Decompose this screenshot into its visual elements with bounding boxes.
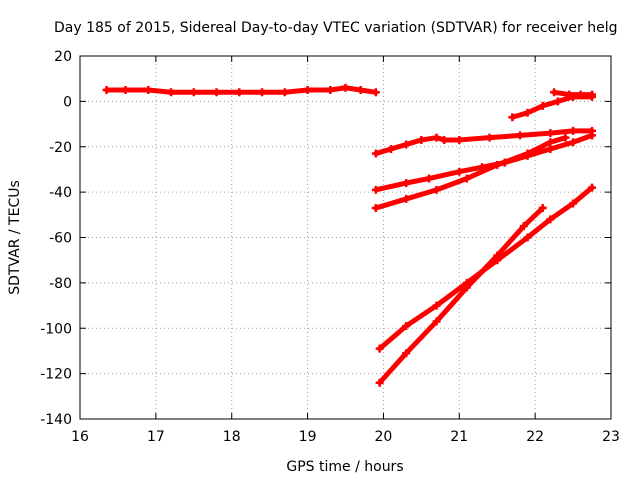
data-point — [588, 183, 597, 192]
data-point — [485, 133, 494, 142]
data-point — [432, 133, 441, 142]
data-point — [371, 149, 380, 158]
x-tick-label: 18 — [223, 429, 241, 445]
y-tick-label: -140 — [40, 412, 72, 428]
data-point — [402, 179, 411, 188]
data-point — [371, 185, 380, 194]
x-tick-label: 20 — [375, 429, 393, 445]
y-tick-label: -20 — [49, 140, 72, 156]
data-point — [462, 174, 471, 183]
data-point — [102, 86, 111, 95]
data-point — [538, 101, 547, 110]
x-tick-label: 17 — [147, 429, 165, 445]
data-point — [212, 88, 221, 97]
x-tick-label: 23 — [602, 429, 620, 445]
data-point — [493, 160, 502, 169]
data-point — [569, 138, 578, 147]
grid-layer — [80, 56, 611, 419]
data-series — [102, 83, 380, 97]
data-point — [565, 90, 574, 99]
data-point — [569, 199, 578, 208]
data-point — [519, 222, 528, 231]
data-point — [432, 317, 441, 326]
data-point — [546, 129, 555, 138]
data-point — [341, 83, 350, 92]
data-point — [235, 88, 244, 97]
y-tick-label: -100 — [40, 321, 72, 337]
data-point — [432, 185, 441, 194]
data-point — [402, 349, 411, 358]
series-layer — [102, 83, 597, 387]
series-trace — [373, 135, 568, 211]
data-point — [326, 86, 335, 95]
data-point — [493, 251, 502, 260]
data-point — [553, 97, 562, 106]
x-tick-label: 22 — [526, 429, 544, 445]
data-point — [569, 126, 578, 135]
y-tick-label: -120 — [40, 367, 72, 383]
data-point — [440, 135, 449, 144]
series-trace — [551, 89, 595, 98]
series-trace — [509, 94, 595, 120]
data-series — [375, 183, 597, 353]
data-point — [432, 301, 441, 310]
data-point — [417, 135, 426, 144]
data-point — [375, 378, 384, 387]
x-tick-label: 16 — [71, 429, 89, 445]
data-point — [508, 113, 517, 122]
x-tick-label: 21 — [450, 429, 468, 445]
data-point — [523, 233, 532, 242]
data-series — [371, 126, 597, 158]
data-point — [303, 86, 312, 95]
x-tick-label: 19 — [299, 429, 317, 445]
data-point — [167, 88, 176, 97]
data-point — [424, 174, 433, 183]
data-point — [588, 131, 597, 140]
data-point — [576, 90, 585, 99]
data-series — [371, 133, 570, 213]
plot-frame — [79, 55, 612, 420]
data-point — [538, 204, 547, 213]
data-point — [402, 321, 411, 330]
data-point — [462, 283, 471, 292]
data-point — [402, 140, 411, 149]
data-point — [550, 88, 559, 97]
data-point — [546, 215, 555, 224]
data-point — [523, 149, 532, 158]
data-point — [258, 88, 267, 97]
x-axis-title: GPS time / hours — [286, 459, 403, 475]
data-point — [523, 108, 532, 117]
data-series — [550, 88, 597, 99]
data-point — [189, 88, 198, 97]
data-point — [387, 145, 396, 154]
data-point — [546, 138, 555, 147]
data-point — [455, 167, 464, 176]
data-point — [402, 194, 411, 203]
chart-title: Day 185 of 2015, Sidereal Day-to-day VTE… — [54, 20, 617, 36]
data-series — [375, 204, 547, 387]
data-point — [455, 135, 464, 144]
data-point — [546, 145, 555, 154]
y-tick-label: 20 — [54, 49, 72, 65]
y-tick-label: -80 — [49, 276, 72, 292]
y-tick-label: -40 — [49, 185, 72, 201]
data-point — [144, 86, 153, 95]
y-tick-label: 0 — [63, 94, 72, 110]
data-point — [371, 204, 380, 213]
ticks-layer: 16 17 18 19 20 21 22 23 20 0 -20 -40 -60 -80 -100 -120 -… — [40, 49, 620, 445]
data-point — [356, 86, 365, 95]
y-tick-label: -60 — [49, 231, 72, 247]
data-point — [280, 88, 289, 97]
data-point — [121, 86, 130, 95]
data-point — [515, 131, 524, 140]
data-point — [375, 344, 384, 353]
data-series — [508, 92, 597, 122]
series-trace — [377, 205, 546, 386]
data-point — [561, 133, 570, 142]
y-axis-title: SDTVAR / TECUs — [7, 180, 23, 295]
data-point — [588, 90, 597, 99]
data-point — [371, 88, 380, 97]
series-trace — [373, 128, 595, 157]
